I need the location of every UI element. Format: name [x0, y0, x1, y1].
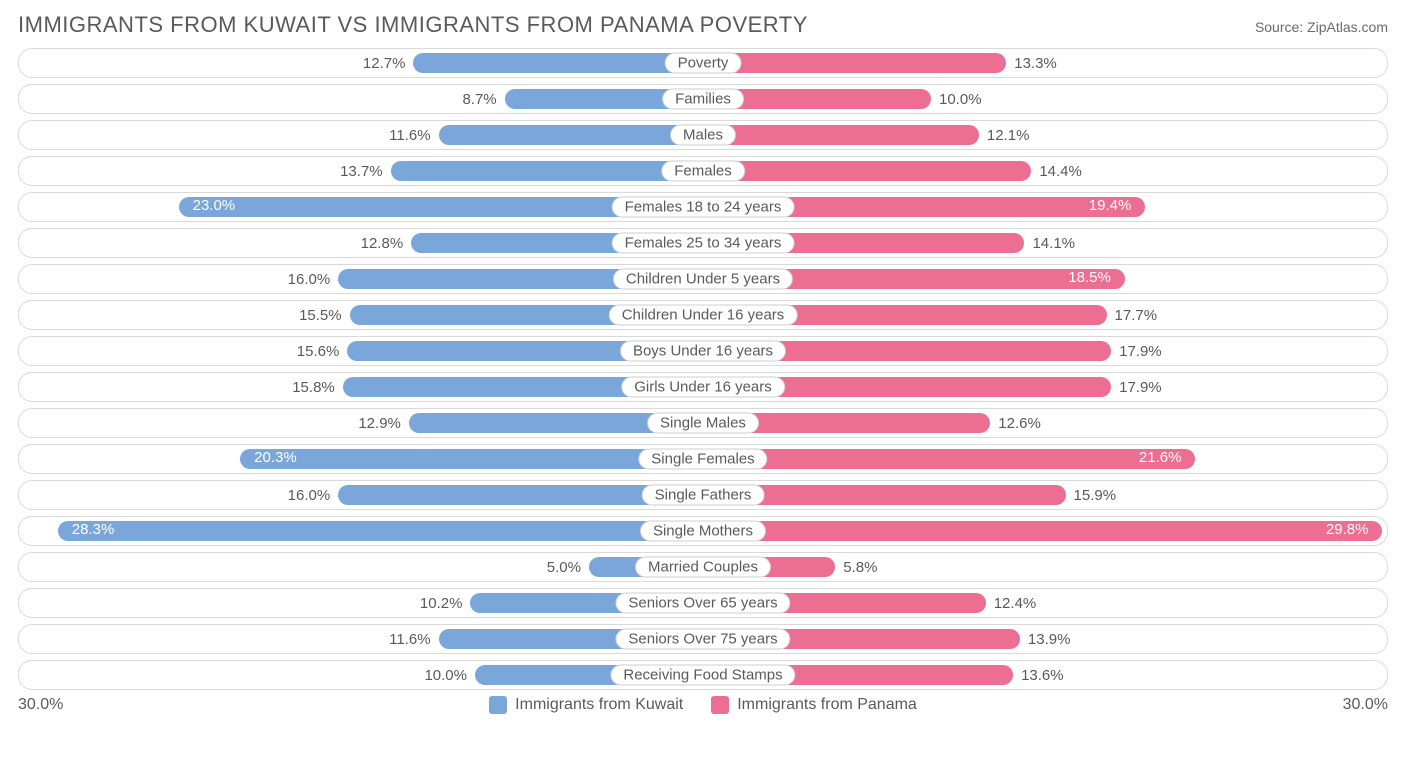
- value-left: 12.7%: [355, 55, 414, 72]
- value-right: 21.6%: [1131, 449, 1190, 466]
- category-label: Girls Under 16 years: [621, 377, 785, 398]
- value-left: 15.8%: [284, 379, 343, 396]
- value-right: 12.6%: [990, 415, 1049, 432]
- bar-right: 29.8%: [703, 521, 1382, 541]
- value-left: 20.3%: [246, 449, 305, 466]
- value-right: 10.0%: [931, 91, 990, 108]
- legend: Immigrants from Kuwait Immigrants from P…: [489, 696, 917, 714]
- value-right: 14.4%: [1031, 163, 1090, 180]
- bar-left: 20.3%: [240, 449, 703, 469]
- bar-left: 28.3%: [58, 521, 703, 541]
- value-right: 5.8%: [835, 559, 885, 576]
- bar-left: [413, 53, 703, 73]
- category-label: Single Fathers: [642, 485, 765, 506]
- diverging-bar-chart: 12.7%13.3%Poverty8.7%10.0%Families11.6%1…: [18, 48, 1388, 690]
- value-left: 15.6%: [289, 343, 348, 360]
- value-right: 15.9%: [1066, 487, 1125, 504]
- value-left: 12.8%: [353, 235, 412, 252]
- value-left: 15.5%: [291, 307, 350, 324]
- chart-row: 28.3% 29.8% Single Mothers: [18, 516, 1388, 546]
- chart-row: 10.2% 12.4% Seniors Over 65 years: [18, 588, 1388, 618]
- legend-label-panama: Immigrants from Panama: [737, 696, 917, 714]
- value-left: 16.0%: [280, 487, 339, 504]
- chart-row: 16.0% 15.9% Single Fathers: [18, 480, 1388, 510]
- chart-title: IMMIGRANTS FROM KUWAIT VS IMMIGRANTS FRO…: [18, 12, 808, 38]
- bar-right: [703, 125, 979, 145]
- bar-right: [703, 53, 1006, 73]
- value-right: 13.6%: [1013, 667, 1072, 684]
- category-label: Children Under 16 years: [609, 305, 798, 326]
- chart-row: 23.0% 19.4% Females 18 to 24 years: [18, 192, 1388, 222]
- chart-row: 12.7% 13.3% Poverty: [18, 48, 1388, 78]
- value-left: 23.0%: [185, 197, 244, 214]
- legend-label-kuwait: Immigrants from Kuwait: [515, 696, 683, 714]
- category-label: Families: [662, 89, 744, 110]
- value-left: 8.7%: [454, 91, 504, 108]
- category-label: Females: [661, 161, 745, 182]
- value-left: 28.3%: [64, 521, 123, 538]
- chart-row: 11.6% 12.1% Males: [18, 120, 1388, 150]
- value-right: 17.9%: [1111, 343, 1170, 360]
- value-right: 19.4%: [1081, 197, 1140, 214]
- category-label: Boys Under 16 years: [620, 341, 786, 362]
- legend-item-panama: Immigrants from Panama: [711, 696, 917, 714]
- chart-header: IMMIGRANTS FROM KUWAIT VS IMMIGRANTS FRO…: [18, 12, 1388, 38]
- category-label: Children Under 5 years: [613, 269, 793, 290]
- category-label: Males: [670, 125, 736, 146]
- value-left: 16.0%: [280, 271, 339, 288]
- chart-row: 20.3% 21.6% Single Females: [18, 444, 1388, 474]
- chart-row: 12.8% 14.1% Females 25 to 34 years: [18, 228, 1388, 258]
- value-left: 13.7%: [332, 163, 391, 180]
- category-label: Females 25 to 34 years: [612, 233, 795, 254]
- category-label: Seniors Over 65 years: [615, 593, 790, 614]
- bar-left: [391, 161, 703, 181]
- value-right: 13.3%: [1006, 55, 1065, 72]
- category-label: Poverty: [665, 53, 742, 74]
- chart-row: 10.0% 13.6% Receiving Food Stamps: [18, 660, 1388, 690]
- value-left: 11.6%: [381, 127, 438, 144]
- category-label: Single Males: [647, 413, 759, 434]
- value-right: 29.8%: [1318, 521, 1377, 538]
- chart-footer: 30.0% Immigrants from Kuwait Immigrants …: [18, 696, 1388, 714]
- legend-item-kuwait: Immigrants from Kuwait: [489, 696, 683, 714]
- category-label: Females 18 to 24 years: [612, 197, 795, 218]
- category-label: Married Couples: [635, 557, 771, 578]
- category-label: Receiving Food Stamps: [610, 665, 795, 686]
- legend-swatch-kuwait: [489, 696, 507, 714]
- value-right: 14.1%: [1024, 235, 1083, 252]
- value-left: 11.6%: [381, 631, 438, 648]
- value-left: 5.0%: [539, 559, 589, 576]
- value-right: 18.5%: [1060, 269, 1119, 286]
- value-left: 10.0%: [416, 667, 475, 684]
- chart-row: 16.0% 18.5% Children Under 5 years: [18, 264, 1388, 294]
- value-right: 12.4%: [986, 595, 1045, 612]
- chart-row: 8.7% 10.0% Families: [18, 84, 1388, 114]
- value-left: 10.2%: [412, 595, 471, 612]
- axis-max-right: 30.0%: [1343, 696, 1388, 714]
- value-right: 17.9%: [1111, 379, 1170, 396]
- value-left: 12.9%: [350, 415, 409, 432]
- bar-right: [703, 161, 1031, 181]
- axis-max-left: 30.0%: [18, 696, 63, 714]
- bar-left: [439, 125, 703, 145]
- value-right: 17.7%: [1107, 307, 1166, 324]
- legend-swatch-panama: [711, 696, 729, 714]
- chart-row: 15.8% 17.9% Girls Under 16 years: [18, 372, 1388, 402]
- chart-row: 5.0% 5.8% Married Couples: [18, 552, 1388, 582]
- chart-row: 12.9% 12.6% Single Males: [18, 408, 1388, 438]
- chart-row: 11.6% 13.9% Seniors Over 75 years: [18, 624, 1388, 654]
- chart-row: 15.6% 17.9% Boys Under 16 years: [18, 336, 1388, 366]
- value-right: 13.9%: [1020, 631, 1079, 648]
- chart-row: 13.7% 14.4% Females: [18, 156, 1388, 186]
- bar-right: 21.6%: [703, 449, 1195, 469]
- value-right: 12.1%: [979, 127, 1038, 144]
- category-label: Seniors Over 75 years: [615, 629, 790, 650]
- category-label: Single Mothers: [640, 521, 766, 542]
- category-label: Single Females: [638, 449, 767, 470]
- chart-row: 15.5% 17.7% Children Under 16 years: [18, 300, 1388, 330]
- chart-source: Source: ZipAtlas.com: [1255, 19, 1388, 35]
